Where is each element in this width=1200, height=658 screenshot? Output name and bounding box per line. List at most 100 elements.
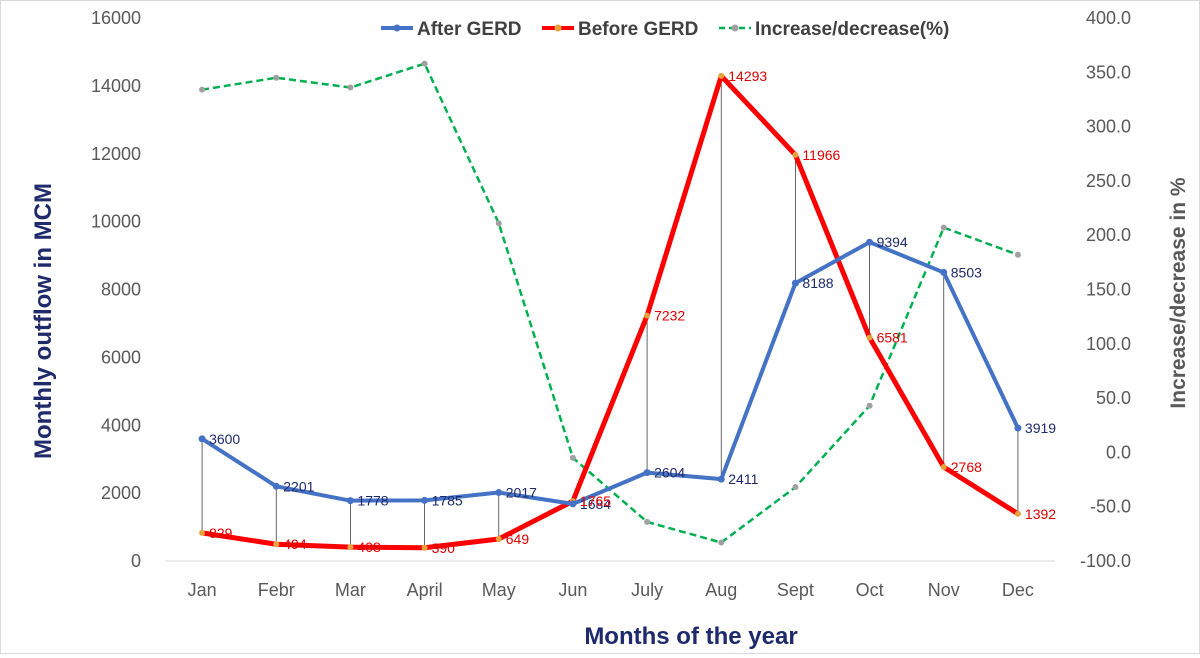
y2-tick-label: 300.0 <box>1086 117 1131 137</box>
data-label-before: 1392 <box>1025 506 1056 522</box>
point-after <box>866 238 874 246</box>
y-tick-label: 16000 <box>91 8 141 28</box>
point-change <box>644 518 651 525</box>
x-axis-title: Months of the year <box>584 623 797 650</box>
data-label-before: 1765 <box>580 493 611 509</box>
x-tick-label: July <box>631 580 663 600</box>
data-label-before: 6581 <box>877 330 908 346</box>
data-label-before: 649 <box>506 531 530 547</box>
point-change <box>792 484 799 491</box>
data-label-after: 8188 <box>802 275 833 291</box>
y2-tick-label: -50.0 <box>1090 497 1131 517</box>
data-label-after: 2411 <box>728 471 758 487</box>
y-tick-label: 12000 <box>91 144 141 164</box>
data-label-before: 7232 <box>654 308 685 324</box>
point-before <box>644 312 651 319</box>
data-label-after: 2201 <box>283 478 314 494</box>
y2-tick-label: 400.0 <box>1086 8 1131 28</box>
legend-label-after: After GERD <box>417 19 522 40</box>
data-label-after: 3919 <box>1025 420 1056 436</box>
point-after <box>346 497 354 505</box>
labels-layer: 3600 2201 1778 1785 2017 1684 2604 2411 8188 9394… <box>209 68 1056 556</box>
y-tick-label: 0 <box>131 551 141 571</box>
data-label-before: 11966 <box>802 147 840 163</box>
data-label-after: 1684 <box>580 496 611 512</box>
point-change <box>347 84 354 91</box>
point-change <box>569 454 576 461</box>
x-tick-label: Mar <box>335 580 366 600</box>
point-after <box>569 500 577 508</box>
y2-tick-label: 200.0 <box>1086 225 1131 245</box>
point-before <box>940 464 947 471</box>
point-change <box>940 224 947 231</box>
drop-lines <box>201 75 1019 548</box>
series-line-before <box>201 73 1020 551</box>
legend-label-change: Increase/decrease(%) <box>755 19 949 40</box>
y2-tick-label: 0.0 <box>1106 442 1131 462</box>
data-label-after: 2017 <box>506 485 537 501</box>
x-tick-label: Nov <box>928 580 960 600</box>
data-label-before: 829 <box>209 525 233 541</box>
data-label-after: 1778 <box>357 493 388 509</box>
legend-marker-after <box>393 24 401 32</box>
point-before <box>792 151 799 158</box>
point-after <box>643 469 651 477</box>
y2-axis-title: Increase/decrease in % <box>1167 177 1190 408</box>
y-tick-label: 6000 <box>101 347 141 367</box>
data-label-after: 8503 <box>951 264 982 280</box>
series-layer <box>198 60 1022 551</box>
data-label-before: 408 <box>357 539 381 555</box>
point-change <box>495 220 502 227</box>
point-after <box>1014 424 1022 432</box>
data-label-before: 390 <box>432 540 456 556</box>
x-tick-label: Jun <box>558 580 587 600</box>
data-label-after: 1785 <box>432 492 463 508</box>
point-before <box>495 535 502 542</box>
x-tick-label: May <box>482 580 516 600</box>
y2-tick-label: 50.0 <box>1096 388 1131 408</box>
legend-marker-before <box>554 24 562 32</box>
point-before <box>199 529 206 536</box>
point-after <box>791 279 799 287</box>
point-after <box>198 435 206 443</box>
series-line-after <box>201 240 1020 506</box>
point-before <box>347 544 354 551</box>
y2-tick-label: -100.0 <box>1080 551 1131 571</box>
x-tick-label: Aug <box>705 580 737 600</box>
x-tick-label: Oct <box>856 580 884 600</box>
point-change <box>1014 251 1021 258</box>
x-tick-label: Jan <box>188 580 217 600</box>
point-before <box>421 544 428 551</box>
point-change <box>273 74 280 81</box>
point-after <box>717 475 725 483</box>
point-change <box>718 539 725 546</box>
y2-tick-label: 350.0 <box>1086 62 1131 82</box>
point-after <box>940 268 948 276</box>
point-before <box>1014 510 1021 517</box>
y-tick-label: 14000 <box>91 76 141 96</box>
legend-marker-change <box>731 24 739 32</box>
data-label-before: 2768 <box>951 459 982 475</box>
y2-tick-label: 150.0 <box>1086 280 1131 300</box>
y-tick-label: 8000 <box>101 280 141 300</box>
data-label-after: 9394 <box>877 234 908 250</box>
y-tick-label: 2000 <box>101 483 141 503</box>
series-line-change <box>201 62 1019 544</box>
x-tick-label: Febr <box>258 580 295 600</box>
x-tick-label: Dec <box>1002 580 1034 600</box>
point-before <box>866 334 873 341</box>
point-after <box>272 482 280 490</box>
data-label-before: 494 <box>283 536 307 552</box>
y-tick-label: 10000 <box>91 212 141 232</box>
point-before <box>273 541 280 548</box>
point-after <box>495 489 503 497</box>
y-tick-label: 4000 <box>101 415 141 435</box>
axes: 0 2000 4000 6000 8000 10000 12000 14000 16000 -10… <box>91 8 1131 600</box>
y2-tick-label: 250.0 <box>1086 171 1131 191</box>
legend: After GERD Before GERD Increase/decrease… <box>381 19 949 40</box>
x-tick-label: Sept <box>777 580 814 600</box>
y2-tick-label: 100.0 <box>1086 334 1131 354</box>
data-label-after: 3600 <box>209 431 240 447</box>
point-after <box>421 496 429 504</box>
